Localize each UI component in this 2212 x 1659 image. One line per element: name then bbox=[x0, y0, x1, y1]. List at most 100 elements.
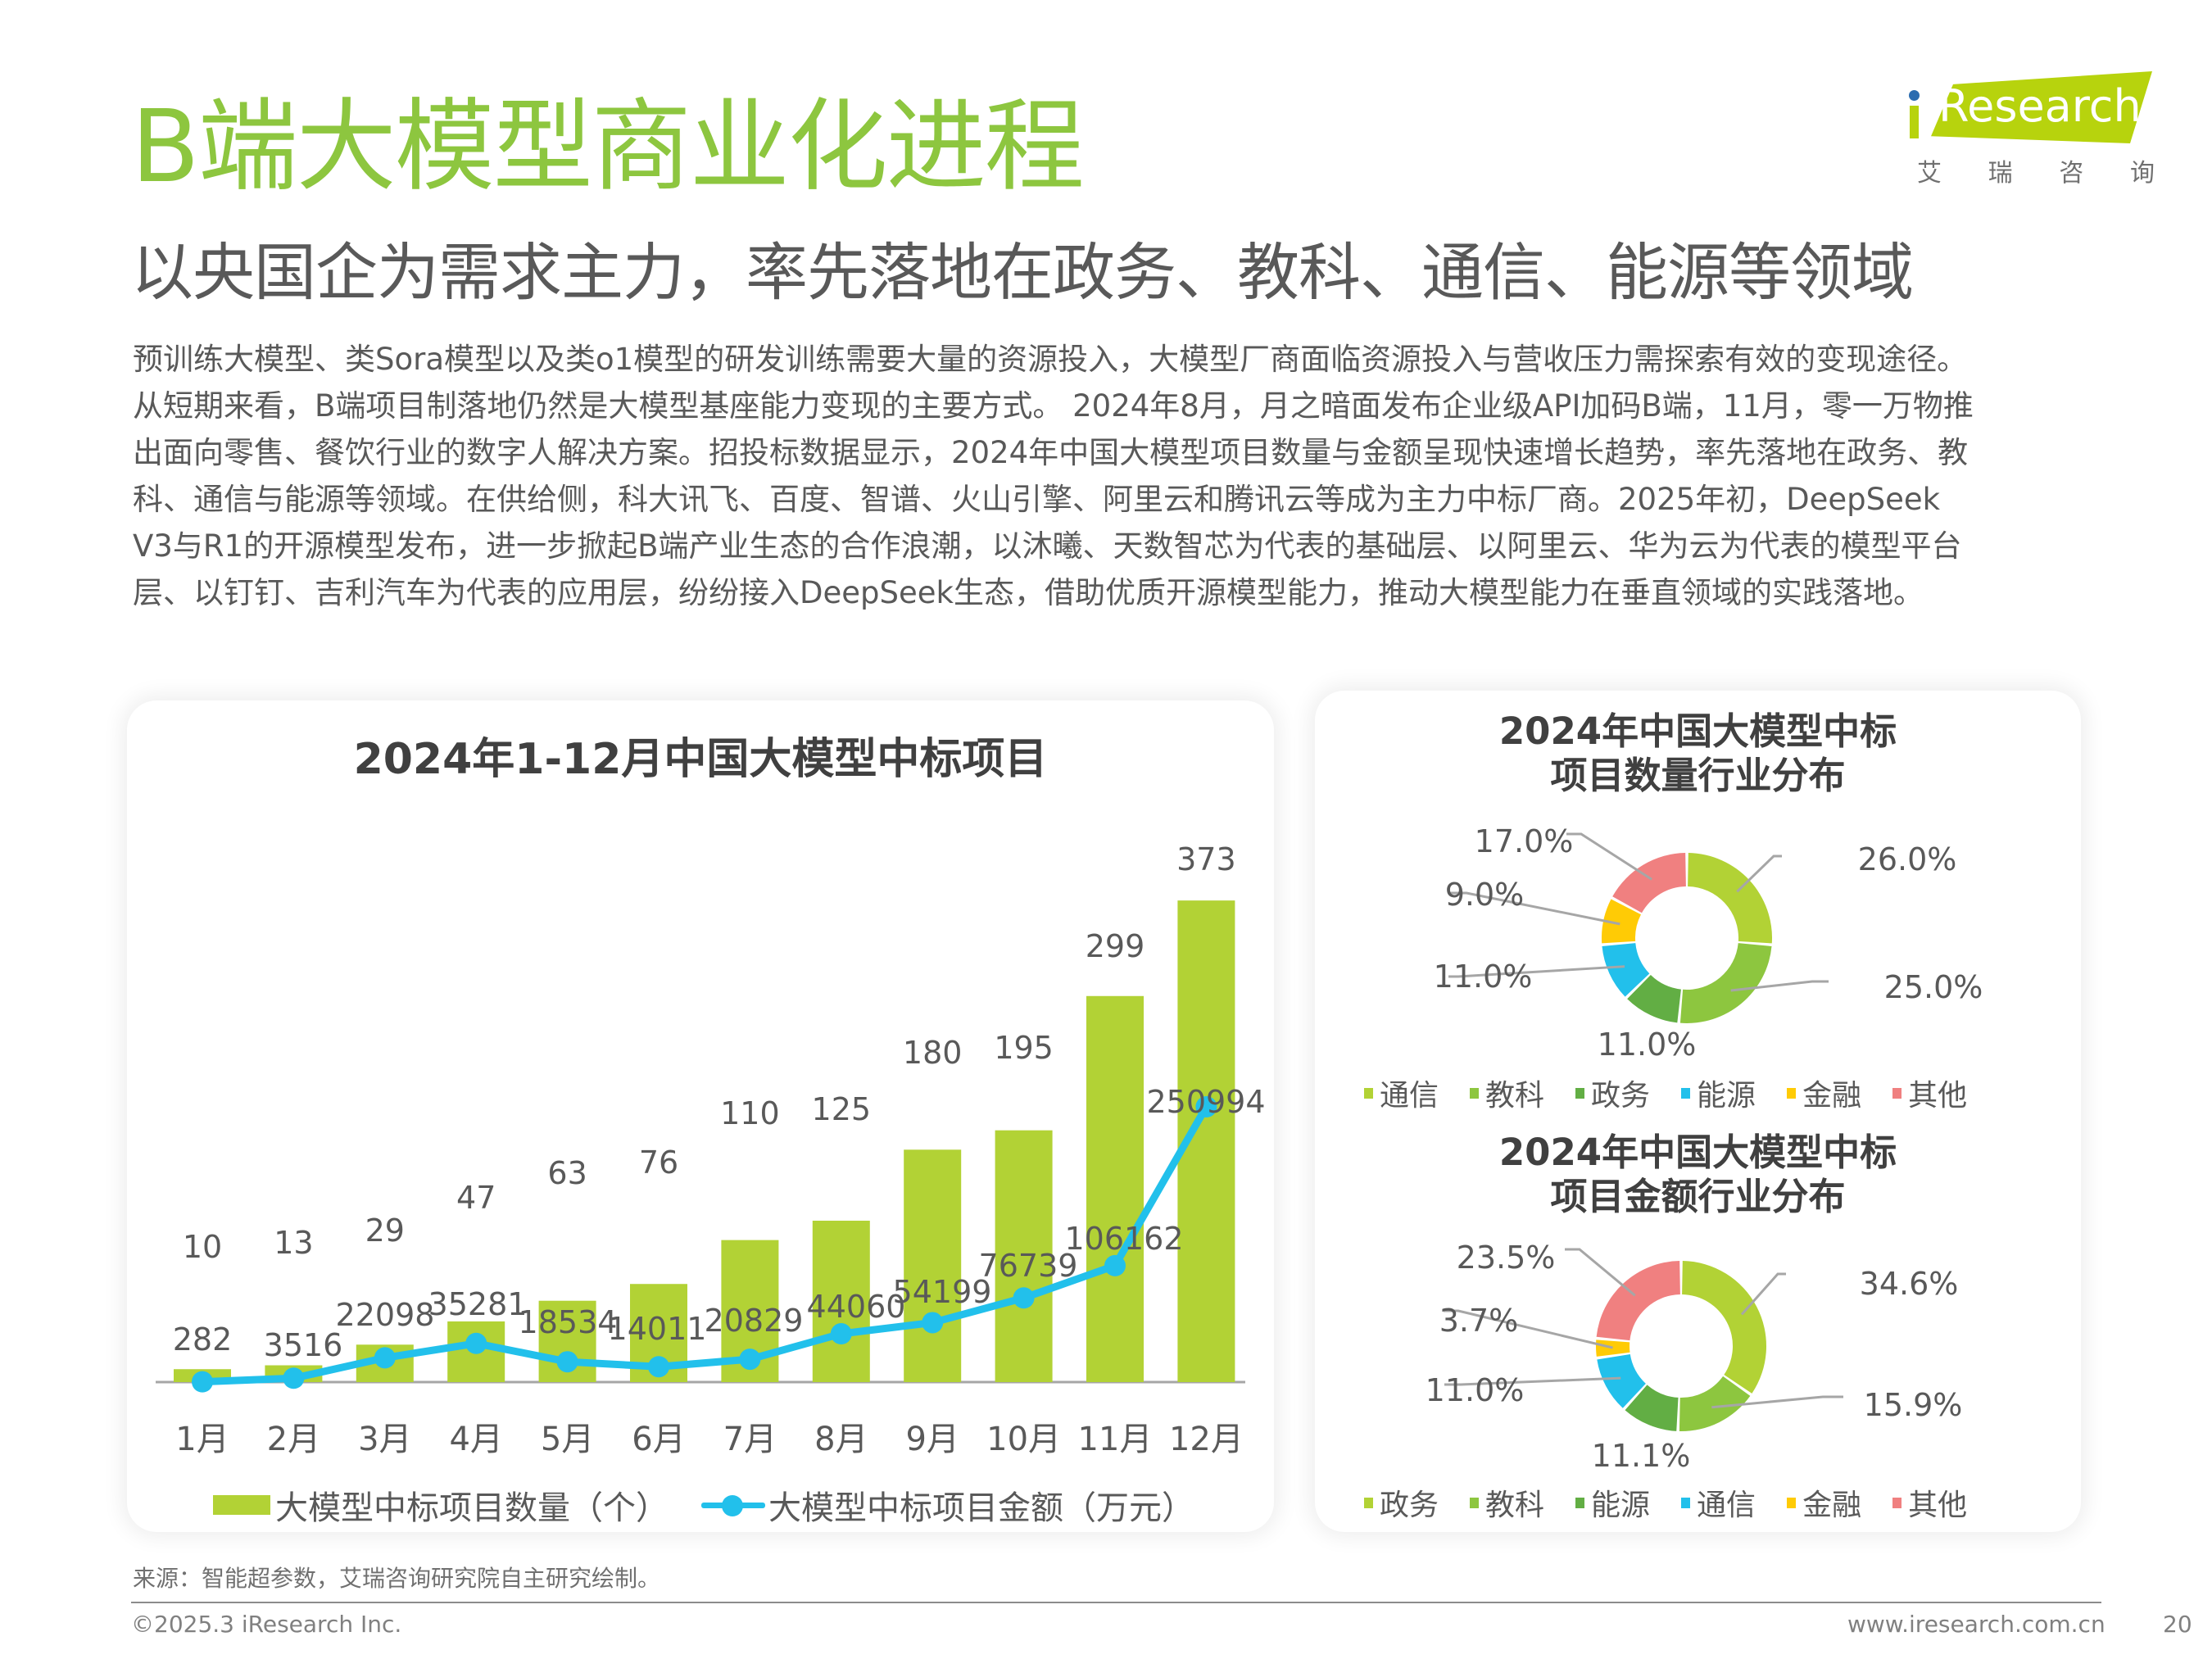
copyright-text: ©2025.3 iResearch Inc. bbox=[131, 1611, 402, 1638]
legend-swatch bbox=[1470, 1497, 1480, 1508]
x-tick-label: 10月 bbox=[986, 1421, 1061, 1458]
body-line: V3与R1的开源模型发布，进一步掀起B端产业生态的合作浪潮，以沐曦、天数智芯为代… bbox=[133, 528, 1962, 564]
x-tick-label: 8月 bbox=[814, 1421, 868, 1458]
bar-value-label: 63 bbox=[547, 1155, 587, 1191]
donut-slice-金融 bbox=[1596, 1339, 1630, 1357]
legend-label-amount: 大模型中标项目金额（万元） bbox=[768, 1489, 1194, 1527]
legend-label: 金融 bbox=[1802, 1079, 1862, 1113]
legend-swatch bbox=[1575, 1497, 1585, 1508]
donut-slice-金融 bbox=[1601, 899, 1641, 944]
slice-value-label: 34.6% bbox=[1860, 1266, 1959, 1302]
line-value-label: 44060 bbox=[807, 1289, 906, 1325]
body-paragraph: 预训练大模型、类Sora模型以及类o1模型的研发训练需要大量的资源投入，大模型厂… bbox=[133, 336, 2107, 616]
leader-line bbox=[1736, 854, 1782, 893]
legend-label: 其他 bbox=[1908, 1489, 1968, 1522]
legend-swatch bbox=[1787, 1497, 1797, 1508]
x-tick-label: 4月 bbox=[449, 1421, 502, 1458]
bar-10月 bbox=[995, 1130, 1053, 1382]
bar-8月 bbox=[812, 1221, 870, 1382]
legend-item: 其他 bbox=[1892, 1481, 1967, 1524]
line-value-label: 106162 bbox=[1064, 1221, 1183, 1257]
body-line: 从短期来看，B端项目制落地仍然是大模型基座能力变现的主要方式。 2024年8月，… bbox=[133, 388, 1974, 424]
donut-slice-其他 bbox=[1612, 853, 1686, 913]
legend-item: 金融 bbox=[1787, 1481, 1861, 1524]
line-value-label: 18534 bbox=[519, 1304, 618, 1340]
slice-value-label: 11.1% bbox=[1592, 1438, 1691, 1474]
bar-11月 bbox=[1086, 995, 1144, 1382]
logo-char: 瑞 bbox=[1988, 159, 2013, 188]
line-point-6月 bbox=[648, 1356, 669, 1378]
donut-slice-政务 bbox=[1627, 974, 1681, 1023]
line-value-label: 20829 bbox=[705, 1303, 804, 1339]
x-tick-label: 2月 bbox=[267, 1421, 320, 1458]
legend-swatch bbox=[1892, 1497, 1902, 1508]
donut1-legend: 通信 教科 政务 能源 金融 其他 bbox=[1364, 1072, 1998, 1114]
logo-char: 艾 bbox=[1917, 159, 1942, 188]
line-value-label: 54199 bbox=[893, 1274, 992, 1310]
line-point-1月 bbox=[192, 1371, 213, 1393]
x-tick-label: 9月 bbox=[905, 1421, 959, 1458]
logo-brand-text: Research bbox=[1938, 80, 2142, 132]
iresearch-logo: Research 艾 瑞 咨 询 bbox=[1909, 70, 2155, 193]
legend-item: 教科 bbox=[1470, 1072, 1544, 1114]
donut-slice-通信 bbox=[1597, 1353, 1646, 1408]
donut-slice-能源 bbox=[1625, 1385, 1679, 1431]
line-point-3月 bbox=[374, 1347, 396, 1369]
donut2-title: 2024年中国大模型中标 项目金额行业分布 bbox=[1315, 1131, 2081, 1219]
donut2-legend: 政务 教科 能源 通信 金融 其他 bbox=[1364, 1481, 1998, 1524]
x-tick-label: 3月 bbox=[358, 1421, 411, 1458]
legend-item: 政务 bbox=[1575, 1072, 1650, 1114]
bar-value-label: 47 bbox=[456, 1180, 496, 1216]
bar-chart-card bbox=[127, 700, 1274, 1532]
line-value-label: 282 bbox=[173, 1321, 233, 1358]
legend-item: 政务 bbox=[1364, 1481, 1439, 1524]
website-link[interactable]: www.iresearch.com.cn bbox=[1847, 1611, 2105, 1638]
legend-swatch bbox=[1787, 1087, 1797, 1099]
x-tick-label: 12月 bbox=[1169, 1421, 1244, 1458]
leader-line bbox=[1565, 1248, 1636, 1297]
leader-line bbox=[1444, 1309, 1613, 1349]
donut1-title-line1: 2024年中国大模型中标 bbox=[1498, 709, 1897, 753]
legend-swatch bbox=[1681, 1087, 1691, 1099]
bar-9月 bbox=[904, 1149, 962, 1382]
legend-item: 通信 bbox=[1681, 1481, 1756, 1524]
donut-slice-教科 bbox=[1679, 1376, 1751, 1431]
line-value-label: 76739 bbox=[979, 1248, 1078, 1284]
x-tick-label: 5月 bbox=[541, 1421, 594, 1458]
leader-line bbox=[1450, 891, 1620, 926]
body-line: 层、以钉钉、吉利汽车为代表的应用层，纷纷接入DeepSeek生态，借助优质开源模… bbox=[133, 575, 1924, 610]
legend-swatch-bar bbox=[213, 1495, 270, 1515]
donut-charts-card bbox=[1315, 691, 2081, 1532]
page-number: 20 bbox=[2163, 1611, 2192, 1638]
donut-slice-政务 bbox=[1682, 1261, 1766, 1394]
line-point-2月 bbox=[283, 1367, 305, 1389]
bar-chart-legend: 大模型中标项目数量（个） 大模型中标项目金额（万元） bbox=[213, 1481, 1194, 1529]
legend-swatch bbox=[1364, 1497, 1373, 1508]
x-tick-label: 1月 bbox=[175, 1421, 229, 1458]
line-point-11月 bbox=[1104, 1254, 1126, 1276]
leader-line bbox=[1448, 965, 1625, 978]
legend-label: 教科 bbox=[1485, 1489, 1545, 1522]
bar-value-label: 180 bbox=[903, 1035, 963, 1071]
legend-swatch bbox=[1364, 1087, 1373, 1099]
bar-value-label: 29 bbox=[365, 1213, 405, 1249]
legend-swatch bbox=[1470, 1087, 1480, 1099]
leader-line bbox=[1566, 832, 1652, 881]
x-tick-label: 11月 bbox=[1078, 1421, 1153, 1458]
legend-label: 能源 bbox=[1591, 1489, 1651, 1522]
line-value-label: 3516 bbox=[264, 1327, 343, 1363]
footer-divider bbox=[131, 1602, 2101, 1603]
line-value-label: 35281 bbox=[428, 1286, 528, 1322]
legend-item: 金融 bbox=[1787, 1072, 1861, 1114]
legend-label-count: 大模型中标项目数量（个） bbox=[275, 1489, 669, 1527]
bar-value-label: 76 bbox=[639, 1145, 678, 1181]
legend-item: 通信 bbox=[1364, 1072, 1439, 1114]
logo-chinese-name: 艾 瑞 咨 询 bbox=[1917, 161, 2155, 186]
line-point-12月 bbox=[1195, 1096, 1217, 1117]
slice-value-label: 11.0% bbox=[1598, 1027, 1697, 1063]
logo-char: 询 bbox=[2129, 159, 2155, 188]
leader-line bbox=[1444, 1376, 1621, 1386]
line-point-7月 bbox=[739, 1349, 761, 1371]
